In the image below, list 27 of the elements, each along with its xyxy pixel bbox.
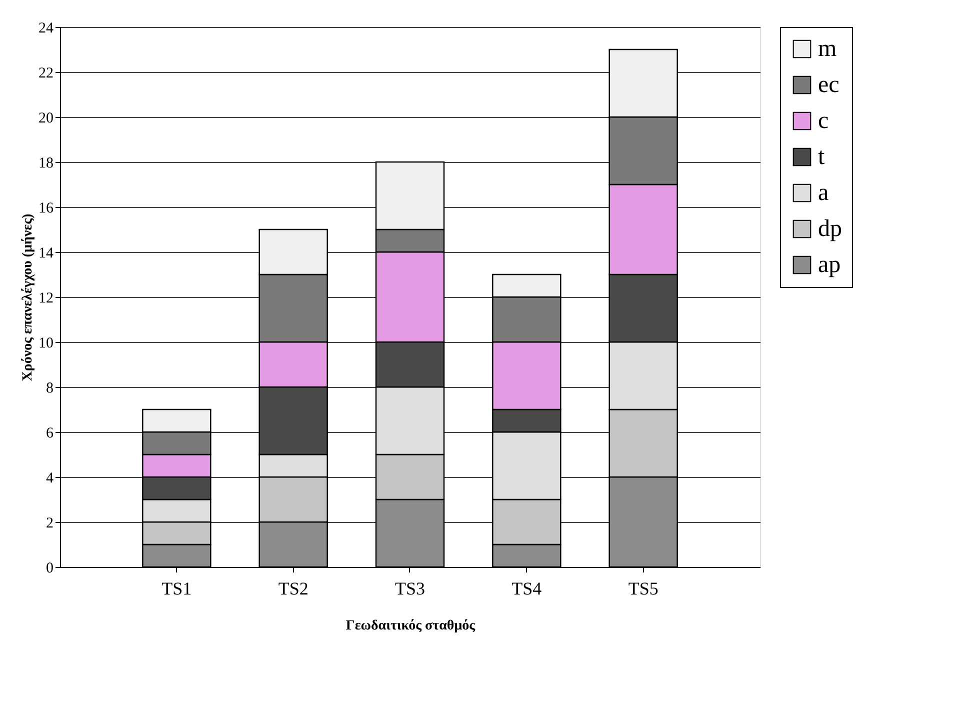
x-tick-label: TS2 xyxy=(278,578,308,598)
x-tick-label: TS1 xyxy=(162,578,192,598)
y-tick-label: 14 xyxy=(38,246,54,262)
y-tick-label: 12 xyxy=(38,290,54,306)
x-tick-label: TS3 xyxy=(394,578,426,598)
legend-label: c xyxy=(818,108,829,134)
legend-label: t xyxy=(818,144,825,170)
x-tick-label: TS4 xyxy=(512,578,542,598)
legend-label: m xyxy=(818,36,837,62)
y-tick-label: 8 xyxy=(46,380,54,396)
y-tick-label: 20 xyxy=(38,110,54,126)
y-tick-label: 2 xyxy=(46,516,54,532)
legend-label: a xyxy=(818,180,829,206)
y-axis-title: Χρόνος επανελέγχου (μήνες) xyxy=(20,213,36,382)
y-tick-label: 22 xyxy=(38,66,54,82)
legend-label: ec xyxy=(818,72,840,98)
y-tick-label: 10 xyxy=(38,336,54,352)
x-tick-label: TS5 xyxy=(628,578,658,598)
y-tick-label: 24 xyxy=(38,20,54,36)
x-axis-title: Γεωδαιτικός σταθμός xyxy=(346,618,476,634)
y-tick-label: 4 xyxy=(46,470,54,486)
y-tick-label: 0 xyxy=(46,560,54,576)
legend-label: dp xyxy=(818,216,842,242)
y-tick-label: 6 xyxy=(46,426,54,442)
y-tick-label: 16 xyxy=(38,200,54,216)
y-tick-label: 18 xyxy=(38,156,54,172)
legend-label: ap xyxy=(818,252,841,278)
